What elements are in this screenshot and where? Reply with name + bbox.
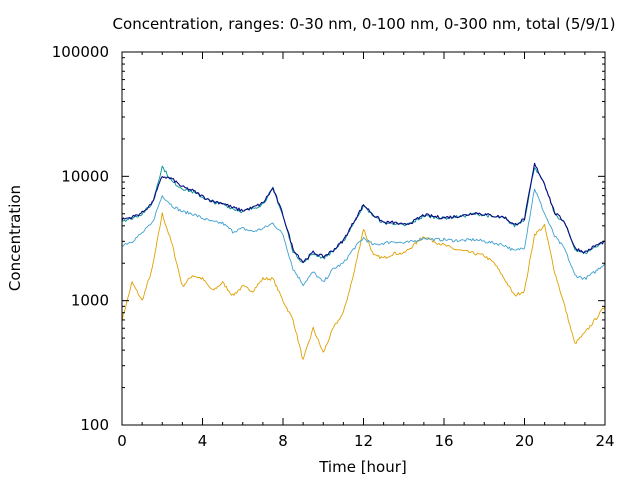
y-axis-label: Concentration <box>6 185 24 291</box>
x-tick-label: 12 <box>354 432 373 450</box>
x-tick-label: 16 <box>434 432 453 450</box>
y-axis: 100 1000 10000 100000 <box>52 43 605 434</box>
chart-title: Concentration, ranges: 0-30 nm, 0-100 nm… <box>113 15 616 33</box>
x-tick-label: 0 <box>117 432 127 450</box>
y-tick-label: 1000 <box>71 292 109 310</box>
x-axis: 0 4 8 12 16 20 24 <box>117 52 615 450</box>
y-tick-label: 100 <box>80 416 109 434</box>
x-axis-label: Time [hour] <box>318 458 407 476</box>
series-line-4 <box>121 162 606 264</box>
series-line-1 <box>121 212 606 360</box>
y-tick-label: 100000 <box>52 43 109 61</box>
x-tick-label: 8 <box>278 432 288 450</box>
series-line-2 <box>121 188 606 287</box>
x-tick-label: 20 <box>515 432 534 450</box>
x-tick-label: 4 <box>198 432 208 450</box>
y-tick-label: 10000 <box>61 167 109 185</box>
x-tick-label: 24 <box>595 432 614 450</box>
series-group <box>121 162 606 360</box>
